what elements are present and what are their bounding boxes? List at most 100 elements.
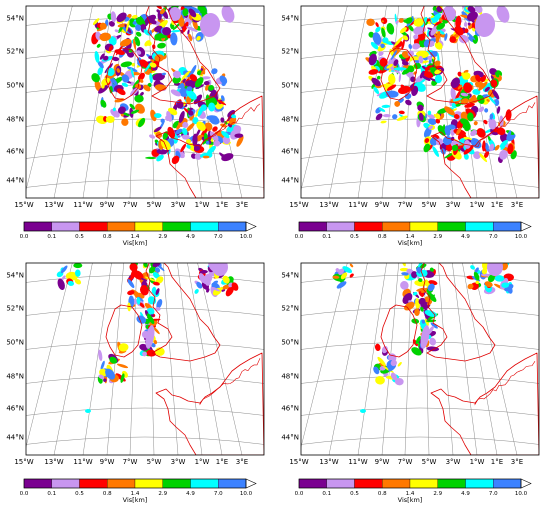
visibility-area [156,299,163,309]
visibility-area [373,86,380,95]
latitude-line [26,307,264,316]
visibility-area [390,372,397,381]
visibility-area [397,361,402,367]
longitude-label: 7°W [123,201,138,209]
visibility-area [135,24,142,31]
visibility-area [116,363,129,369]
map-svg: 44°N 46°N 48°N 50°N 52°N 54°N 15°W 13°W 11°W 9°W 7… [6,262,265,504]
visibility-area [463,153,469,160]
visibility-area [166,111,172,122]
visibility-area [112,107,116,112]
visibility-area [156,154,164,162]
visibility-area [427,28,430,38]
latitude-line [301,407,539,416]
map-area [26,6,264,198]
visibility-area [206,145,216,155]
colorbar-segment [23,478,52,489]
longitude-label: 5°W [422,201,437,209]
colorbar-segment [134,478,163,489]
visibility-area [399,27,407,34]
visibility-area [506,130,512,140]
meridian-line [177,263,203,455]
visibility-area [139,78,144,83]
map-area [26,263,264,455]
visibility-area [395,20,399,24]
visibility-area [196,35,201,41]
latitude-line [301,436,539,445]
longitude-label: 7°W [123,458,138,466]
visibility-area [231,114,237,119]
visibility-area [349,263,354,268]
visibility-area [145,325,155,349]
visibility-area [97,61,104,69]
visibility-area [133,38,137,50]
visibility-area [181,70,191,81]
visibility-area [371,83,376,89]
visibility-area [451,144,459,151]
visibility-area [413,18,424,27]
latitude-label: 52°N [6,48,24,56]
colorbar-tick-label: 0.0 [20,491,29,497]
visibility-area [501,282,510,288]
visibility-area [494,144,500,151]
map-svg: 44°N 46°N 48°N 50°N 52°N 54°N 15°W 13°W 11°W 9°W 7… [281,5,544,247]
visibility-area [396,115,408,121]
colorbar: 0.0 0.1 0.5 0.8 1.4 2.9 4.9 7.0 10.0 Vis[km] [295,478,532,504]
visibility-area [152,73,165,81]
colorbar-segment [218,478,247,489]
visibility-area [109,86,113,94]
visibility-area [452,97,462,102]
coastline [155,95,264,198]
visibility-area [196,121,206,131]
visibility-area [368,31,375,38]
colorbar-tick-label: 0.8 [378,491,387,497]
longitude-label: 3°W [446,458,461,466]
visibility-area [484,86,490,92]
visibility-area [424,65,433,72]
visibility-area [424,138,430,143]
visibility-area [212,263,228,276]
visibility-area [398,18,405,23]
latitude-label: 54°N [281,15,299,23]
visibility-area [161,72,166,76]
visibility-area [121,82,129,87]
colorbar-tick-label: 0.5 [75,491,84,497]
visibility-area [188,33,193,42]
meridian-line [26,6,73,192]
colorbar-tick-label: 2.9 [158,234,167,240]
visibility-area [199,13,221,37]
visibility-area [496,106,501,114]
visibility-area [332,275,340,279]
longitude-label: 13°W [319,201,338,209]
visibility-area [408,43,413,50]
visibility-area [450,87,456,100]
visibility-area [149,19,157,25]
visibility-area [169,7,181,21]
visibility-area [430,322,438,329]
colorbar: 0.0 0.1 0.5 0.8 1.4 2.9 4.9 7.0 10.0 Vis[km] [20,478,257,504]
latitude-label: 44°N [281,434,299,442]
visibility-area [474,267,479,273]
visibility-area [213,140,221,147]
visibility-area [372,32,382,45]
colorbar-tick-label: 10.0 [515,491,528,497]
visibility-area [205,140,210,145]
visibility-area [198,273,206,284]
visibility-area [221,6,235,23]
colorbar-segment [51,221,80,232]
visibility-area [105,115,115,123]
visibility-area [407,50,415,57]
visibility-area [202,155,210,159]
visibility-area [381,20,385,23]
visibility-area [419,70,425,79]
visibility-area [211,68,218,75]
colorbar-segment [107,478,136,489]
longitude-label: 3°W [171,458,186,466]
visibility-area [153,340,158,345]
visibility-area [378,51,384,57]
latitude-line [296,210,544,218]
visibility-area [400,84,405,89]
visibility-area [67,280,75,286]
visibility-area [108,36,117,46]
visibility-area [368,53,377,66]
